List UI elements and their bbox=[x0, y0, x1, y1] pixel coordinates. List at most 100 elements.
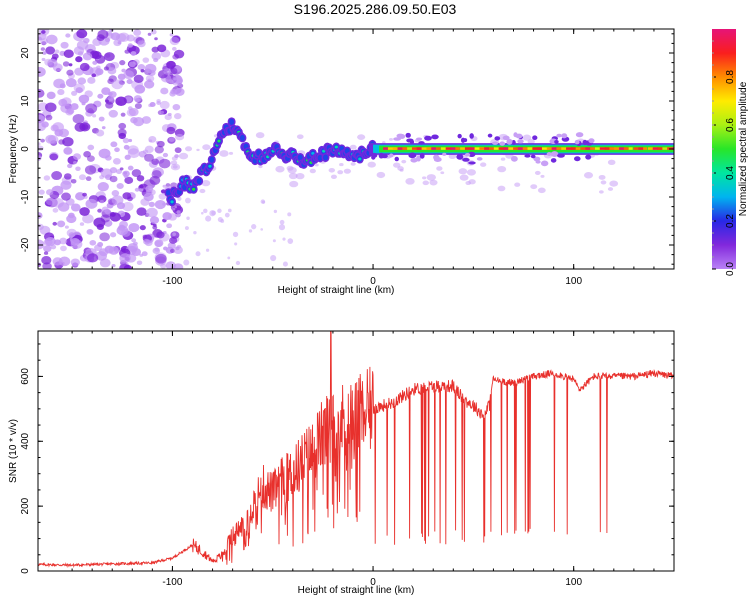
track-blob bbox=[217, 139, 221, 143]
noise-blob bbox=[399, 168, 404, 172]
track-blob bbox=[442, 152, 447, 156]
noise-blob bbox=[45, 236, 56, 247]
track-blob bbox=[556, 133, 562, 138]
noise-blob bbox=[40, 47, 45, 51]
y-tick-label: -10 bbox=[20, 189, 31, 204]
noise-blob bbox=[61, 192, 71, 201]
noise-blob bbox=[137, 40, 146, 48]
noise-blob bbox=[109, 212, 116, 217]
noise-blob bbox=[133, 95, 142, 102]
noise-blob bbox=[42, 262, 52, 269]
noise-blob bbox=[142, 57, 150, 63]
noise-blob bbox=[82, 213, 94, 224]
noise-blob bbox=[167, 112, 172, 117]
noise-blob bbox=[65, 33, 71, 38]
noise-blob bbox=[153, 57, 159, 63]
carrier-segment bbox=[590, 147, 596, 150]
noise-blob bbox=[73, 83, 85, 93]
noise-blob bbox=[46, 34, 58, 45]
noise-blob bbox=[497, 185, 506, 192]
noise-blob bbox=[97, 208, 102, 213]
noise-blob bbox=[47, 58, 58, 68]
noise-blob bbox=[534, 170, 541, 175]
noise-blob bbox=[45, 114, 53, 121]
noise-blob bbox=[184, 146, 193, 152]
noise-blob bbox=[83, 37, 90, 44]
noise-blob bbox=[286, 165, 294, 171]
noise-blob bbox=[45, 46, 56, 55]
noise-blob bbox=[287, 238, 294, 244]
noise-blob bbox=[162, 152, 169, 158]
carrier-segment bbox=[522, 147, 531, 150]
noise-blob bbox=[118, 132, 126, 140]
noise-blob bbox=[68, 212, 75, 219]
noise-blob bbox=[367, 161, 376, 168]
carrier-segment bbox=[566, 147, 574, 150]
noise-blob bbox=[109, 232, 117, 238]
noise-blob bbox=[149, 216, 160, 224]
noise-blob bbox=[57, 89, 65, 96]
carrier-segment bbox=[397, 147, 406, 150]
noise-blob bbox=[97, 241, 104, 247]
noise-blob bbox=[205, 215, 212, 222]
noise-blob bbox=[382, 141, 386, 144]
track-blob bbox=[398, 134, 406, 140]
noise-blob bbox=[429, 179, 438, 186]
noise-blob bbox=[422, 176, 427, 180]
noise-blob bbox=[101, 126, 106, 130]
noise-blob bbox=[217, 217, 223, 223]
noise-blob bbox=[172, 103, 181, 111]
colorbar-tick-label: 0.2 bbox=[725, 214, 736, 228]
noise-blob bbox=[40, 138, 45, 143]
noise-blob bbox=[607, 159, 616, 166]
noise-blob bbox=[537, 187, 546, 194]
noise-blob bbox=[136, 175, 145, 182]
carrier-segment bbox=[609, 147, 617, 150]
noise-blob bbox=[145, 75, 155, 83]
carrier-segment bbox=[416, 147, 425, 150]
noise-blob bbox=[186, 216, 190, 220]
track-blob bbox=[557, 153, 565, 158]
noise-blob bbox=[376, 171, 386, 179]
noise-blob bbox=[63, 49, 74, 59]
noise-blob bbox=[140, 69, 145, 73]
noise-blob bbox=[172, 207, 176, 211]
noise-blob bbox=[115, 169, 122, 175]
noise-blob bbox=[169, 237, 178, 244]
noise-blob bbox=[401, 159, 407, 164]
noise-blob bbox=[152, 247, 161, 254]
noise-blob bbox=[77, 77, 87, 85]
carrier-segment bbox=[460, 147, 465, 150]
noise-blob bbox=[68, 63, 73, 67]
noise-blob bbox=[86, 155, 95, 162]
noise-blob bbox=[84, 165, 97, 175]
track-blob bbox=[524, 154, 531, 158]
noise-blob bbox=[169, 67, 178, 75]
track-blob bbox=[433, 154, 440, 161]
noise-blob bbox=[45, 102, 57, 113]
track-blob bbox=[515, 133, 523, 139]
noise-blob bbox=[184, 197, 191, 204]
carrier-segment bbox=[455, 147, 460, 150]
noise-blob bbox=[47, 135, 59, 144]
noise-blob bbox=[92, 114, 97, 118]
noise-blob bbox=[51, 170, 63, 181]
noise-blob bbox=[127, 165, 134, 171]
track-blob bbox=[170, 200, 174, 204]
noise-blob bbox=[174, 87, 185, 97]
noise-blob bbox=[288, 172, 298, 180]
carrier-segment bbox=[647, 147, 658, 150]
colorbar-label: Normalized spectral amplitude bbox=[738, 81, 749, 216]
noise-blob bbox=[143, 238, 150, 245]
noise-blob bbox=[119, 253, 131, 263]
carrier-segment bbox=[546, 147, 556, 150]
track-blob bbox=[499, 141, 506, 146]
noise-blob bbox=[67, 163, 73, 169]
track-blob bbox=[311, 151, 315, 155]
y-tick-label: 200 bbox=[20, 497, 31, 514]
carrier-segment bbox=[527, 147, 533, 150]
y-axis-label-top: Frequency (Hz) bbox=[8, 115, 19, 184]
noise-blob bbox=[270, 254, 277, 262]
noise-blob bbox=[58, 98, 68, 107]
